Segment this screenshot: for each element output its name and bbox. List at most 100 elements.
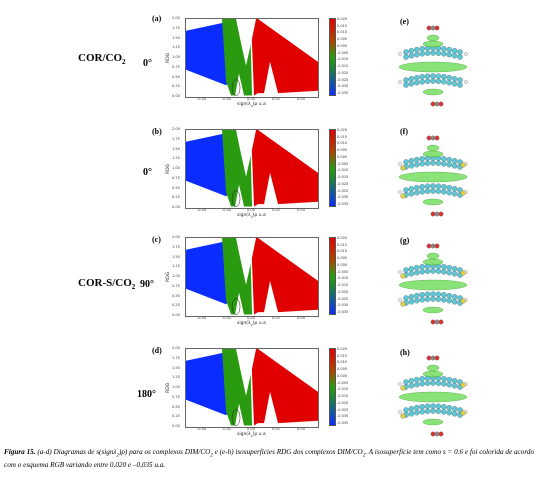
- y-tick-label: 0.75: [172, 283, 180, 288]
- attractive-region: [186, 131, 235, 197]
- y-tick-label: 1.25: [172, 45, 180, 50]
- colorbar-tick-label: 0.020: [337, 128, 348, 132]
- x-tick-label: -0.04: [197, 97, 207, 101]
- x-tick-label: 0.00: [247, 208, 255, 212]
- angle-label-b: 0°: [143, 167, 152, 178]
- y-tick-label: 1.50: [172, 254, 180, 259]
- colorbar-tick-label: -0.020: [337, 289, 349, 294]
- y-tick-label: 1.00: [172, 385, 180, 389]
- x-tick-label: 0.00: [247, 97, 255, 101]
- repulsive-region: [251, 238, 318, 315]
- highlight-ellipse: [231, 190, 241, 207]
- y-tick-label: 1.50: [172, 146, 180, 151]
- colorbar-tick-label: -0.020: [337, 70, 349, 75]
- repulsive-region: [251, 130, 318, 207]
- colorbar-tick-label: 0.010: [337, 249, 348, 254]
- rdg-scatter-plot: [185, 18, 319, 98]
- rdg-scatter-svg: [186, 238, 318, 315]
- highlight-ellipse: [231, 79, 241, 96]
- y-axis-label: RDG: [166, 382, 171, 393]
- rdg-scatter-svg: [186, 349, 318, 426]
- y-tick-label: 0.00: [172, 94, 180, 98]
- colorbar-tick-label: 0.000: [337, 262, 348, 267]
- colorbar-tick-label: -0.025: [337, 77, 349, 82]
- colorbar-tick-label: -0.025: [337, 407, 349, 412]
- y-tick-label: 0.25: [172, 84, 180, 89]
- y-tick-label: 0.75: [172, 175, 180, 180]
- y-tick-label: 2.00: [172, 346, 180, 350]
- x-tick-label: -0.04: [197, 316, 207, 320]
- attractive-region: [186, 20, 235, 86]
- colorbar-tick-label: -0.005: [337, 50, 349, 55]
- attractive-region: [186, 350, 235, 416]
- colorbar-tick-label: 0.005: [337, 37, 348, 42]
- colorbar: [329, 18, 336, 96]
- colorbar-tick-label: 0.005: [337, 148, 348, 153]
- colorbar-tick-label: 0.000: [337, 373, 348, 378]
- y-tick-label: 1.75: [172, 244, 180, 249]
- colorbar: [329, 348, 336, 426]
- x-tick-label: -0.04: [197, 208, 207, 212]
- angle-label-a: 0°: [143, 58, 152, 69]
- x-tick-label: 0.04: [297, 97, 305, 101]
- y-tick-label: 0.50: [172, 404, 180, 409]
- panel-letter-h: (h): [400, 348, 410, 357]
- y-tick-label: 2.00: [172, 235, 180, 239]
- x-tick-label: 0.02: [272, 208, 280, 212]
- rdg-isosurface-image: [398, 355, 468, 437]
- colorbar-tick-label: -0.010: [337, 168, 349, 173]
- colorbar-tick-label: 0.015: [337, 23, 348, 28]
- colorbar-tick-label: -0.035: [337, 421, 349, 425]
- figure-caption: Figura 15. (a-d) Diagramas de s(signλ2)ρ…: [4, 448, 535, 469]
- y-axis-label: RDG: [166, 271, 171, 282]
- colorbar: [329, 237, 336, 315]
- colorbar-tick-label: -0.010: [337, 57, 349, 62]
- colorbar-tick-label: -0.030: [337, 84, 349, 89]
- colorbar-tick-label: -0.025: [337, 296, 349, 301]
- colorbar-tick-label: 0.005: [337, 367, 348, 372]
- highlight-ellipse: [231, 298, 241, 315]
- colorbar-tick-label: -0.005: [337, 161, 349, 166]
- colorbar-tick-label: 0.015: [337, 353, 348, 358]
- x-axis-label: sign(λ2)ρ u.a: [237, 321, 266, 327]
- colorbar-tick-label: -0.015: [337, 394, 349, 399]
- y-tick-label: 0.25: [172, 414, 180, 419]
- y-tick-label: 2.00: [172, 127, 180, 131]
- y-tick-label: 0.25: [172, 195, 180, 200]
- colorbar-tick-label: -0.030: [337, 303, 349, 308]
- colorbar-tick-label: -0.005: [337, 269, 349, 274]
- attractive-region: [186, 239, 235, 305]
- rdg-scatter-svg: [186, 130, 318, 207]
- colorbar-tick-label: 0.005: [337, 256, 348, 261]
- colorbar-tick-label: -0.015: [337, 283, 349, 288]
- panel-letter-d: (d): [152, 346, 162, 355]
- repulsive-region: [251, 19, 318, 96]
- colorbar-tick-label: 0.010: [337, 30, 348, 35]
- colorbar-tick-label: -0.010: [337, 387, 349, 392]
- y-tick-label: 1.75: [172, 25, 180, 30]
- panel-letter-a: (a): [152, 14, 162, 23]
- x-tick-label: 0.04: [297, 427, 305, 431]
- colorbar-tick-label: -0.035: [337, 202, 349, 206]
- repulsive-region: [251, 349, 318, 426]
- y-tick-label: 0.75: [172, 394, 180, 399]
- y-tick-label: 0.00: [172, 313, 180, 317]
- x-tick-label: 0.00: [247, 316, 255, 320]
- x-tick-label: 0.02: [272, 97, 280, 101]
- x-tick-label: 0.02: [272, 316, 280, 320]
- y-tick-label: 1.50: [172, 365, 180, 370]
- y-tick-label: 0.50: [172, 185, 180, 190]
- x-tick-label: -0.02: [222, 427, 232, 431]
- colorbar-tick-label: 0.020: [337, 347, 348, 351]
- colorbar-tick-label: -0.005: [337, 380, 349, 385]
- system-label-cor-s: COR-S/CO2: [78, 277, 136, 292]
- colorbar-tick-label: -0.015: [337, 64, 349, 69]
- x-tick-label: 0.00: [247, 427, 255, 431]
- y-tick-label: 1.25: [172, 264, 180, 269]
- x-tick-label: -0.04: [197, 427, 207, 431]
- rdg-isosurface-image: [398, 243, 468, 325]
- colorbar-tick-label: 0.020: [337, 17, 348, 21]
- colorbar-tick-label: 0.015: [337, 134, 348, 139]
- x-tick-label: 0.04: [297, 316, 305, 320]
- y-tick-label: 0.00: [172, 205, 180, 209]
